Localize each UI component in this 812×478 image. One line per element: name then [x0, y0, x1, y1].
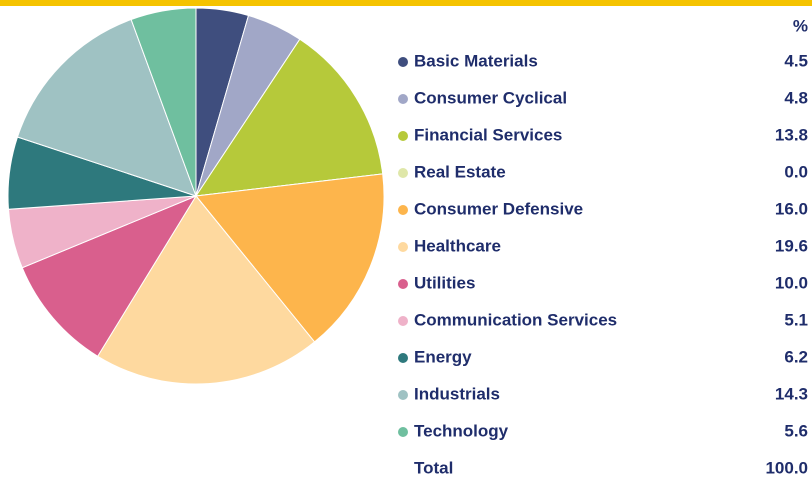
legend-marker	[398, 242, 408, 252]
legend-label: Consumer Defensive	[414, 199, 583, 218]
legend-label: Real Estate	[414, 162, 506, 181]
legend-label: Industrials	[414, 384, 500, 403]
pie-slice	[195, 173, 385, 343]
pie-slice	[96, 195, 316, 385]
value-label: 10.0	[775, 273, 808, 292]
legend-marker	[398, 390, 408, 400]
legend-marker	[398, 94, 408, 104]
legend-marker	[398, 168, 408, 178]
value-label: 0.0	[784, 162, 808, 181]
legend-marker	[398, 131, 408, 141]
value-label: 4.5	[784, 51, 808, 70]
top-bar	[0, 0, 812, 6]
legend-label: Energy	[414, 347, 472, 366]
pie-slice	[21, 194, 198, 357]
legend-label: Utilities	[414, 273, 475, 292]
value-label: 4.8	[784, 88, 808, 107]
legend-marker	[398, 205, 408, 215]
legend-label: Financial Services	[414, 125, 562, 144]
legend-marker	[398, 353, 408, 363]
pie-slice	[130, 7, 197, 197]
legend-label: Healthcare	[414, 236, 501, 255]
pie-slice	[194, 38, 384, 197]
value-label: 5.1	[784, 310, 808, 329]
pie-slice	[16, 18, 197, 197]
legend-marker	[398, 427, 408, 437]
value-label: 16.0	[775, 199, 808, 218]
total-label: Total	[414, 458, 453, 477]
legend-marker	[398, 316, 408, 326]
legend-marker	[398, 57, 408, 67]
value-label: 5.6	[784, 421, 808, 440]
legend-label: Consumer Cyclical	[414, 88, 567, 107]
value-label: 13.8	[775, 125, 808, 144]
value-label: 19.6	[775, 236, 808, 255]
value-label: 14.3	[775, 384, 808, 403]
legend-label: Communication Services	[414, 310, 617, 329]
legend-marker	[398, 279, 408, 289]
legend-label: Technology	[414, 421, 509, 440]
total-value: 100.0	[765, 458, 808, 477]
value-label: 6.2	[784, 347, 808, 366]
unit-header: %	[793, 16, 808, 35]
legend-label: Basic Materials	[414, 51, 538, 70]
